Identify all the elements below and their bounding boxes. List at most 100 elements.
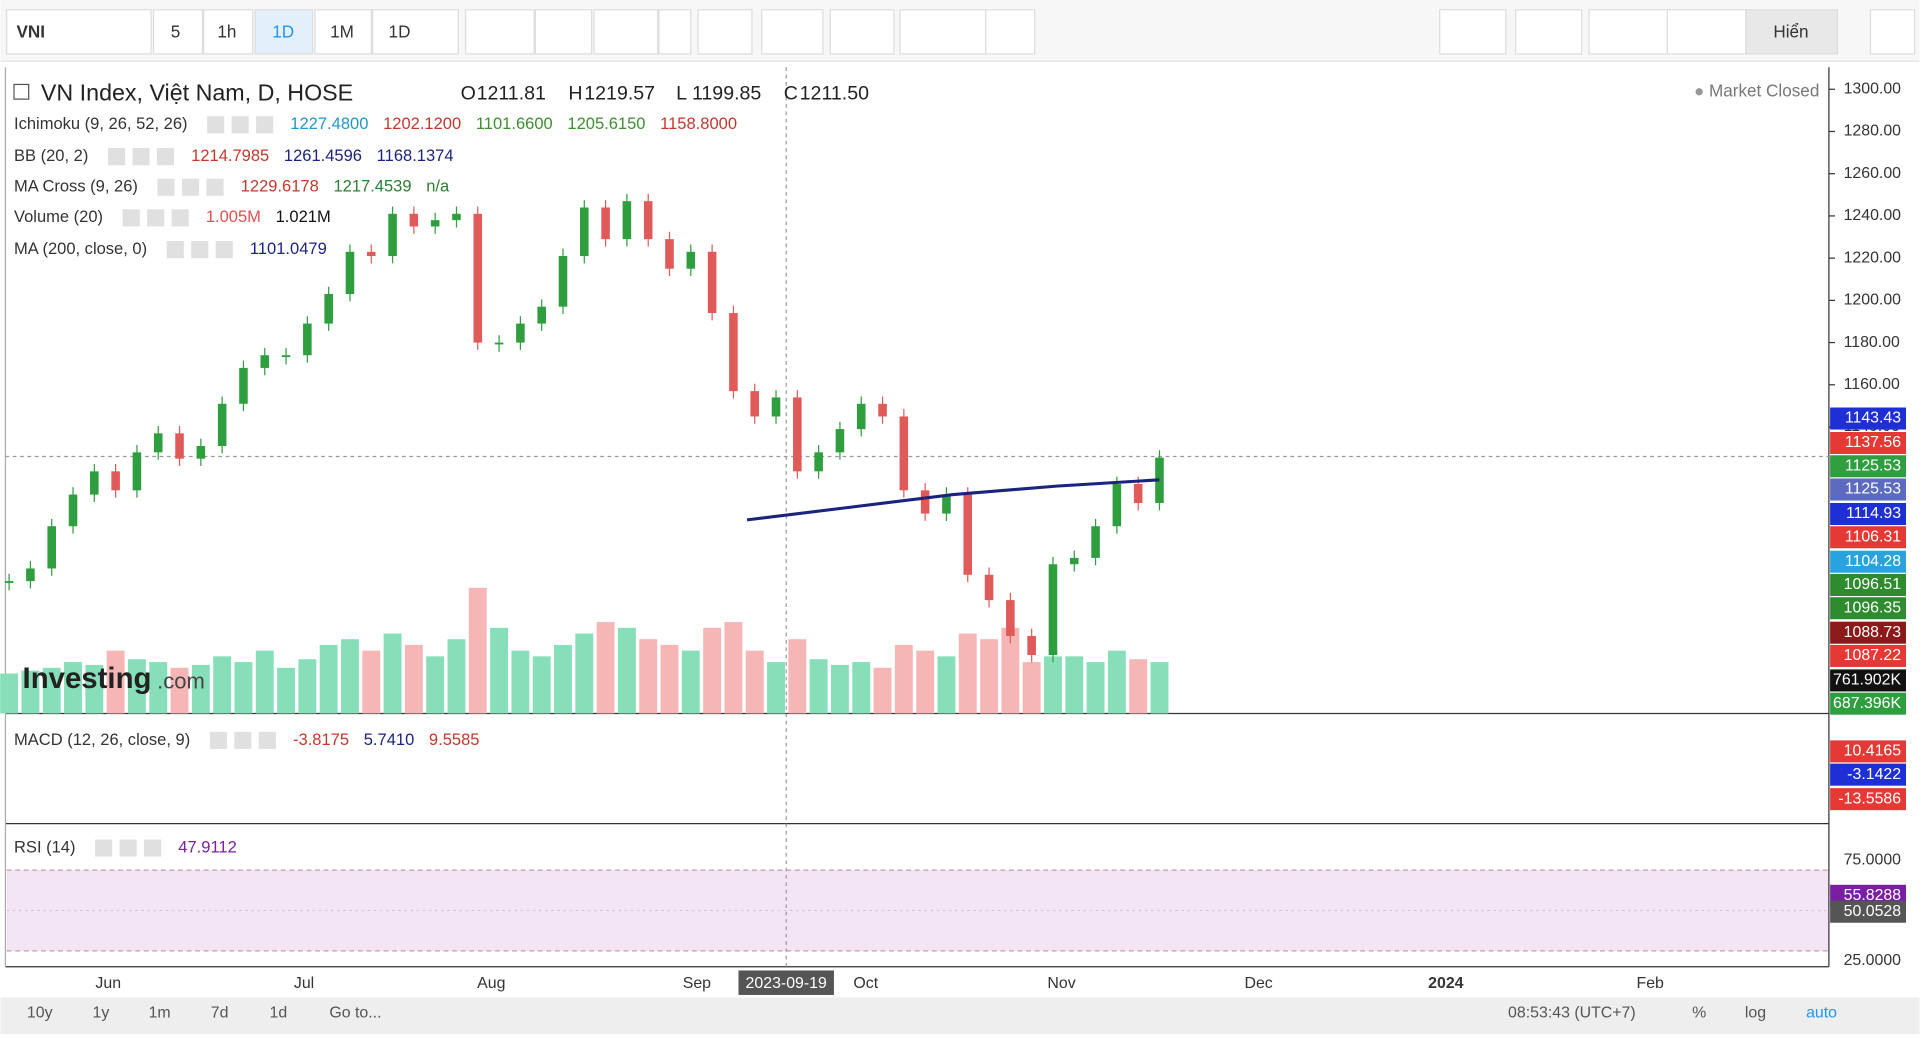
- toolbar-icon-button[interactable]: [658, 9, 692, 55]
- price-tag: [1830, 692, 1906, 715]
- indicator-control[interactable]: [119, 839, 137, 857]
- toolbar-icon-button[interactable]: [1666, 9, 1747, 55]
- candle-body: [942, 494, 951, 514]
- candle-body: [601, 207, 610, 240]
- price-tag-label: 1104.28: [1845, 553, 1901, 570]
- candle-body: [729, 313, 738, 392]
- volume-bar: [596, 622, 615, 714]
- chart-layer: [0, 193, 1169, 714]
- bottom-bar-item[interactable]: 1m: [149, 1005, 171, 1022]
- bottom-bar-item[interactable]: 1y: [92, 1005, 109, 1022]
- volume-bar: [745, 650, 764, 714]
- volume-bar: [42, 667, 61, 714]
- toolbar-label[interactable]: 1D: [389, 22, 411, 42]
- indicator-control[interactable]: [147, 209, 165, 227]
- indicator-control[interactable]: [181, 178, 200, 196]
- toolbar-label[interactable]: 1D: [272, 22, 294, 42]
- indicator-control[interactable]: [191, 241, 209, 259]
- toolbar-icon-button[interactable]: [1588, 9, 1668, 55]
- bottom-bar-item[interactable]: Go to...: [329, 1005, 381, 1022]
- indicator-control[interactable]: [171, 209, 189, 227]
- candle-body: [878, 403, 887, 417]
- indicator-control[interactable]: [209, 731, 227, 749]
- volume-bar: [809, 659, 828, 714]
- toolbar-label[interactable]: 5: [171, 22, 181, 42]
- indicator-control[interactable]: [144, 839, 162, 857]
- candle-body: [68, 494, 78, 527]
- y-tick-label: 1260.00: [1844, 165, 1902, 182]
- indicator-control[interactable]: [258, 731, 276, 749]
- bottom-bar-item[interactable]: 1d: [270, 1005, 288, 1022]
- toolbar-icon-button[interactable]: [829, 9, 895, 55]
- volume-bar: [1129, 659, 1148, 714]
- volume-bar: [255, 650, 274, 714]
- indicator-control[interactable]: [132, 148, 150, 166]
- time-label: Aug: [477, 975, 505, 992]
- toolbar-icon-button[interactable]: [761, 9, 824, 55]
- bottom-bar-item[interactable]: %: [1692, 1005, 1706, 1022]
- volume-bar: [426, 656, 445, 714]
- volume-bar: [277, 667, 296, 714]
- candle-body: [558, 256, 568, 307]
- toolbar-icon-button[interactable]: [899, 9, 987, 55]
- indicator-control[interactable]: [256, 116, 274, 134]
- volume-bar: [554, 644, 572, 714]
- price-tag-label: 1114.93: [1846, 505, 1901, 522]
- indicator-control[interactable]: [234, 731, 252, 749]
- indicator-control[interactable]: [215, 241, 233, 259]
- price-tag: [1830, 573, 1906, 596]
- candle-body: [473, 213, 483, 343]
- indicator-control[interactable]: [207, 116, 225, 134]
- price-tag: [1830, 478, 1906, 501]
- price-tag: [1830, 455, 1906, 478]
- y-tick-label: 1200.00: [1844, 292, 1902, 309]
- price-tag: [1830, 550, 1906, 573]
- indicator-value: 5.7410: [364, 730, 415, 749]
- indicator-control[interactable]: [231, 116, 249, 134]
- indicator-name: MA (200, close, 0): [14, 239, 147, 258]
- collapse-icon[interactable]: [13, 83, 30, 100]
- crosshair-date-box: [738, 970, 834, 995]
- toolbar-icon-button[interactable]: [534, 9, 593, 55]
- bottom-bar-item[interactable]: 08:53:43 (UTC+7): [1508, 1005, 1636, 1022]
- bottom-bar-item[interactable]: auto: [1806, 1005, 1837, 1022]
- bottom-bar-item[interactable]: 7d: [211, 1005, 229, 1022]
- toolbar-label[interactable]: 1h: [217, 22, 236, 42]
- toolbar-button[interactable]: [314, 9, 372, 55]
- indicator-control[interactable]: [157, 178, 175, 196]
- indicator-control[interactable]: [95, 839, 113, 857]
- candle-body: [281, 355, 291, 358]
- toolbar-button[interactable]: [6, 9, 152, 55]
- toolbar-label[interactable]: 1M: [330, 22, 354, 42]
- toolbar-button[interactable]: [254, 9, 314, 55]
- indicator-name: Ichimoku (9, 26, 52, 26): [14, 114, 188, 133]
- volume-bar: [127, 659, 146, 714]
- toolbar-icon-button[interactable]: [1514, 9, 1583, 55]
- toolbar-button[interactable]: [203, 9, 254, 55]
- toolbar-icon-button[interactable]: [593, 9, 659, 55]
- indicator-control[interactable]: [156, 148, 175, 166]
- candle-body: [1006, 600, 1015, 636]
- candle-body: [622, 201, 632, 240]
- toolbar-button[interactable]: [371, 9, 459, 55]
- bottom-bar-item[interactable]: 10y: [27, 1005, 53, 1022]
- watermark: Investing: [23, 662, 152, 695]
- candle-body: [1027, 635, 1036, 655]
- volume-bar: [447, 639, 466, 714]
- volume-bar: [958, 633, 977, 714]
- ohlc-key: C: [784, 82, 798, 104]
- toolbar-icon-button[interactable]: [1869, 9, 1916, 55]
- toolbar-icon-button[interactable]: [464, 9, 535, 55]
- toolbar-icon-button[interactable]: [697, 9, 753, 55]
- bottom-bar-item[interactable]: log: [1745, 1005, 1766, 1022]
- toolbar-icon-button[interactable]: [1439, 9, 1507, 55]
- volume-bar: [724, 622, 743, 714]
- indicator-control[interactable]: [122, 209, 140, 227]
- toolbar-icon-button[interactable]: [985, 9, 1036, 55]
- indicator-control[interactable]: [107, 148, 126, 166]
- toolbar-label[interactable]: Hiển: [1773, 22, 1808, 42]
- indicator-control[interactable]: [206, 178, 224, 196]
- indicator-control[interactable]: [166, 241, 184, 259]
- toolbar-button[interactable]: [152, 9, 204, 55]
- toolbar-label[interactable]: VNI: [16, 22, 45, 42]
